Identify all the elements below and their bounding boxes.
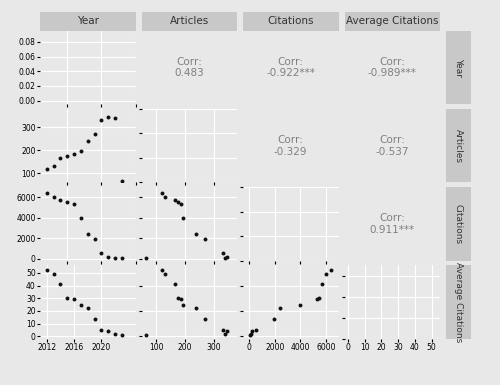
Point xyxy=(77,301,85,308)
Point xyxy=(142,332,150,338)
Point xyxy=(176,296,184,303)
Point xyxy=(111,115,119,121)
Point xyxy=(50,163,58,169)
Point xyxy=(313,296,321,303)
Point xyxy=(160,194,168,201)
Point xyxy=(43,166,51,172)
Point xyxy=(246,331,254,337)
Point xyxy=(77,148,85,154)
Text: Corr:
-0.922***: Corr: -0.922*** xyxy=(266,57,315,79)
Point xyxy=(56,281,64,287)
Point xyxy=(222,331,230,337)
Point xyxy=(180,301,188,308)
Point xyxy=(248,328,256,334)
Text: Average Citations: Average Citations xyxy=(346,16,438,26)
Point xyxy=(118,332,126,338)
Point xyxy=(223,253,231,259)
Text: Citations: Citations xyxy=(454,204,463,244)
Point xyxy=(201,236,209,242)
Point xyxy=(327,267,335,273)
Point xyxy=(201,315,209,321)
Point xyxy=(171,281,179,287)
Text: Year: Year xyxy=(77,16,99,26)
Point xyxy=(64,153,72,159)
Point xyxy=(276,305,284,311)
Text: Corr:
0.911***: Corr: 0.911*** xyxy=(370,213,415,235)
Point xyxy=(84,231,92,237)
Point xyxy=(64,199,72,206)
Point xyxy=(64,295,72,301)
Point xyxy=(56,155,64,161)
Text: Corr:
-0.329: Corr: -0.329 xyxy=(274,135,308,157)
Point xyxy=(90,131,98,137)
Point xyxy=(176,201,184,208)
Point xyxy=(270,315,278,321)
Point xyxy=(90,315,98,321)
Point xyxy=(98,327,106,333)
Point xyxy=(174,199,182,206)
Text: Corr:
0.483: Corr: 0.483 xyxy=(174,57,204,79)
Point xyxy=(70,296,78,303)
Point xyxy=(104,253,112,259)
Point xyxy=(192,231,200,237)
Point xyxy=(252,327,260,333)
Point xyxy=(50,194,58,201)
Point xyxy=(70,201,78,208)
Text: Corr:
-0.989***: Corr: -0.989*** xyxy=(368,57,416,79)
Point xyxy=(111,254,119,261)
Point xyxy=(77,215,85,221)
Point xyxy=(296,301,304,308)
Point xyxy=(142,255,150,261)
Point xyxy=(158,267,166,273)
Point xyxy=(98,117,106,124)
Point xyxy=(98,250,106,256)
Point xyxy=(50,271,58,277)
Point xyxy=(192,305,200,311)
Point xyxy=(174,295,182,301)
Point xyxy=(180,215,188,221)
Point xyxy=(158,190,166,196)
Point xyxy=(222,254,230,261)
Point xyxy=(118,178,126,184)
Point xyxy=(111,331,119,337)
Point xyxy=(90,236,98,242)
Point xyxy=(171,197,179,203)
Point xyxy=(316,295,324,301)
Point xyxy=(104,114,112,120)
Point xyxy=(43,190,51,196)
Point xyxy=(43,267,51,273)
Point xyxy=(118,255,126,261)
Point xyxy=(223,328,231,334)
Point xyxy=(56,197,64,203)
Point xyxy=(84,138,92,144)
Point xyxy=(246,332,254,338)
Point xyxy=(318,281,326,287)
Text: Articles: Articles xyxy=(170,16,209,26)
Point xyxy=(84,305,92,311)
Point xyxy=(160,271,168,277)
Text: Year: Year xyxy=(454,58,463,77)
Point xyxy=(218,250,226,256)
Point xyxy=(322,271,330,277)
Text: Corr:
-0.537: Corr: -0.537 xyxy=(376,135,409,157)
Point xyxy=(104,328,112,334)
Text: Average Citations: Average Citations xyxy=(454,262,463,342)
Point xyxy=(218,327,226,333)
Text: Articles: Articles xyxy=(454,129,463,163)
Point xyxy=(70,151,78,157)
Text: Citations: Citations xyxy=(268,16,314,26)
